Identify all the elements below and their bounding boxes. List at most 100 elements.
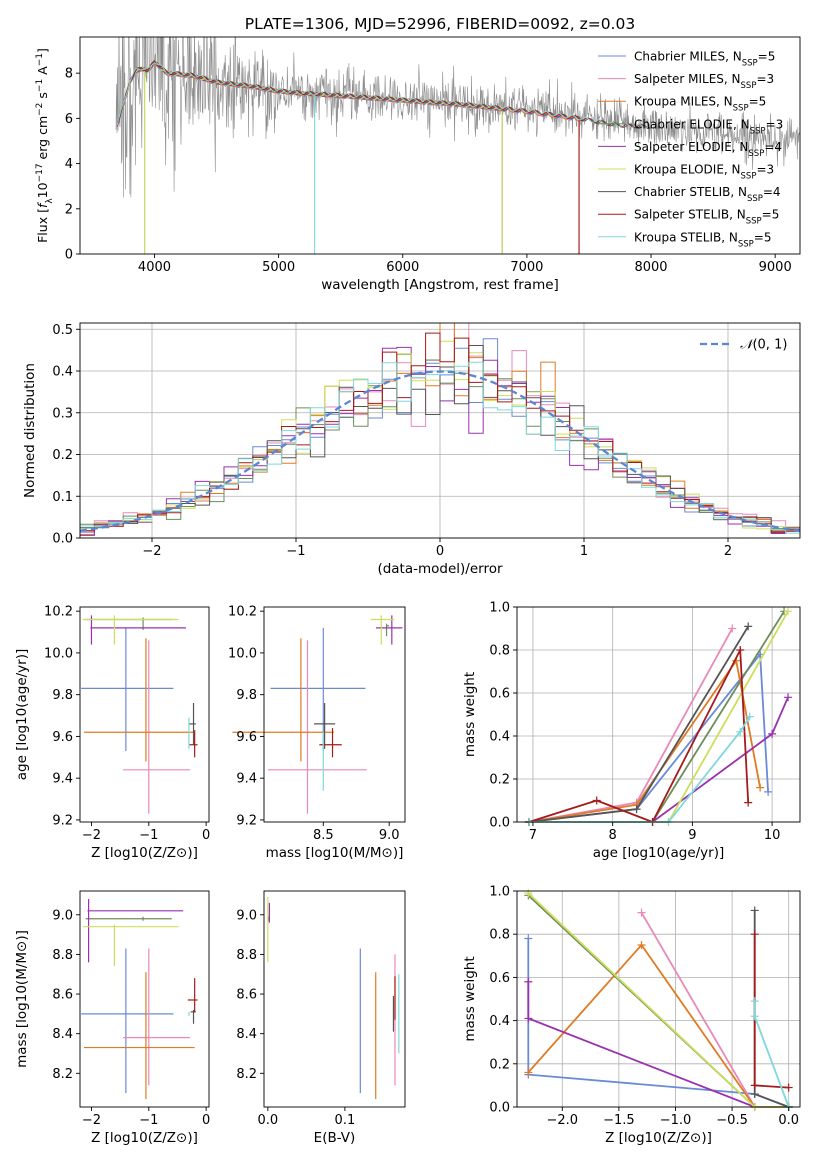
y-tick-label-1: 0.1 xyxy=(52,490,73,505)
y-tick-label-0: 8.2 xyxy=(236,1067,257,1082)
weight-marker-06-0 xyxy=(750,906,759,915)
y-tick-label-2: 9.6 xyxy=(236,730,257,745)
weight-marker-07-3 xyxy=(736,646,745,654)
y-tick-label-2: 9.6 xyxy=(52,730,73,745)
x-tick-label-3: 10 xyxy=(764,828,781,843)
weight-marker-00-3 xyxy=(764,787,773,796)
panel-age-vs-mass: 8.5 9.0 9.2 9.4 9.6 9.8 10.0 10.2 mass [log10(M/… xyxy=(228,605,406,861)
y-tick-label-1: 0.2 xyxy=(489,1057,510,1072)
x-tick-label-0: 0.0 xyxy=(258,1113,279,1128)
weight-marker-07-1 xyxy=(592,796,601,805)
y-tick-label-5: 10.2 xyxy=(228,605,257,620)
y-tick-label-0: 0.0 xyxy=(489,1101,510,1116)
x-tick-label-0: −2 xyxy=(82,1113,101,1128)
y-tick-label-1: 2 xyxy=(65,202,73,217)
x-tick-label-0: −2 xyxy=(82,828,101,843)
x-tick-label-1: 5000 xyxy=(262,260,295,275)
y-tick-label-3: 0.3 xyxy=(52,406,73,421)
legend-label-02: Kroupa MILES, NSSP=5 xyxy=(634,95,766,114)
x-tick-label-4: 0.0 xyxy=(778,1113,799,1128)
panel-mass-vs-EBV: 0.0 0.1 8.2 8.4 8.6 8.8 9.0 E(B-V) xyxy=(236,890,406,1146)
panel-mass-weight-vs-Z: −2.0 −1.5 −1.0 −0.5 0.0 0.0 0.2 0.4 0.6 0.8 1.0 Z [… xyxy=(462,885,801,1146)
legend-label-01: Salpeter MILES, NSSP=3 xyxy=(634,72,774,91)
y-axis-label: mass [log10(M/M⊙)] xyxy=(14,930,30,1068)
axes-frame xyxy=(516,890,801,1108)
y-tick-label-5: 1.0 xyxy=(489,885,510,900)
y-tick-label-3: 6 xyxy=(65,112,73,127)
y-tick-label-4: 10.0 xyxy=(228,646,257,661)
y-axis-label: age [log10(age/yr)] xyxy=(14,649,30,781)
x-tick-label-0: −2.0 xyxy=(546,1113,578,1128)
x-tick-label-2: 0 xyxy=(202,828,210,843)
x-tick-label-4: 2 xyxy=(724,544,732,559)
x-tick-label-1: −1.5 xyxy=(603,1113,635,1128)
y-tick-label-4: 0.8 xyxy=(489,928,510,943)
weight-line-04 xyxy=(529,696,789,823)
weight-marker-06-2 xyxy=(744,622,753,631)
y-tick-label-2: 8.6 xyxy=(236,988,257,1003)
figure-title: PLATE=1306, MJD=52996, FIBERID=0092, z=0… xyxy=(245,15,635,33)
weight-marker-05-2 xyxy=(784,607,793,616)
x-axis-label: age [log10(age/yr)] xyxy=(593,845,725,861)
y-tick-label-2: 0.4 xyxy=(489,730,510,745)
y-tick-label-1: 8.4 xyxy=(236,1027,257,1042)
axes-frame xyxy=(263,890,406,1108)
weight-marker-07-2 xyxy=(784,1083,793,1092)
x-tick-label-0: −2 xyxy=(142,544,161,559)
panel-age-vs-Z: −2 −1 0 9.2 9.4 9.6 9.8 10.0 10.2 Z [log10(Z/Z⊙)]… xyxy=(14,605,210,861)
y-tick-label-5: 0.5 xyxy=(52,323,73,338)
axes-frame xyxy=(79,606,210,823)
y-tick-label-3: 8.8 xyxy=(236,948,257,963)
x-axis-label: Z [log10(Z/Z⊙)] xyxy=(91,1130,198,1146)
x-tick-label-1: 0.1 xyxy=(335,1113,356,1128)
x-axis-label: Z [log10(Z/Z⊙)] xyxy=(605,1130,712,1146)
panel-mass-vs-Z: −2 −1 0 8.2 8.4 8.6 8.8 9.0 Z [log10(Z/Z⊙)] mass … xyxy=(14,890,210,1146)
y-tick-label-0: 9.2 xyxy=(236,813,257,828)
histogram-06 xyxy=(80,345,800,533)
y-tick-label-1: 0.2 xyxy=(489,773,510,788)
x-axis-label: (data-model)/error xyxy=(377,561,503,577)
y-axis-label: mass weight xyxy=(462,956,478,1041)
y-tick-label-5: 1.0 xyxy=(489,601,510,616)
x-tick-label-3: 1 xyxy=(580,544,588,559)
weight-marker-00-0 xyxy=(524,934,533,943)
weight-marker-04-2 xyxy=(768,729,777,738)
legend-label-normal: 𝒩(0, 1) xyxy=(740,338,787,353)
y-tick-label-4: 8 xyxy=(65,67,73,82)
x-axis-label: wavelength [Angstrom, rest frame] xyxy=(321,277,559,293)
y-tick-label-4: 9.0 xyxy=(52,908,73,923)
y-tick-label-4: 0.4 xyxy=(52,365,73,380)
model-line-07 xyxy=(116,61,651,129)
x-tick-label-1: 8 xyxy=(609,828,617,843)
y-tick-label-4: 10.0 xyxy=(44,646,73,661)
panel-residuals: −2 −1 0 1 2 0.0 0.1 0.2 0.3 0.4 0.5 (data-model)/er… xyxy=(22,322,801,577)
weight-marker-04-3 xyxy=(784,693,793,702)
y-axis-label: mass weight xyxy=(462,672,478,757)
y-tick-label-3: 9.8 xyxy=(52,688,73,703)
y-tick-label-0: 0.0 xyxy=(489,816,510,831)
y-tick-label-3: 0.6 xyxy=(489,971,510,986)
x-tick-label-1: 9.0 xyxy=(379,828,400,843)
x-tick-label-1: −1 xyxy=(139,828,158,843)
weight-marker-07-0 xyxy=(750,930,759,939)
weight-marker-02-1 xyxy=(637,941,646,949)
weight-line-01 xyxy=(640,912,789,1108)
y-tick-label-0: 9.2 xyxy=(52,813,73,828)
weight-marker-04-0 xyxy=(524,977,533,986)
y-tick-label-0: 0.0 xyxy=(52,532,73,547)
weight-marker-04-1 xyxy=(524,1014,533,1023)
x-tick-label-2: −1.0 xyxy=(660,1113,692,1128)
weight-line-02 xyxy=(527,943,789,1108)
weight-line-08 xyxy=(753,1001,790,1108)
histogram-07 xyxy=(80,332,800,533)
x-tick-label-1: −1 xyxy=(286,544,305,559)
histogram-08 xyxy=(80,361,800,534)
y-tick-label-5: 10.2 xyxy=(44,605,73,620)
weight-line-00 xyxy=(527,938,790,1108)
x-tick-label-5: 9000 xyxy=(759,260,792,275)
weight-marker-07-1 xyxy=(750,1081,759,1090)
legend-label-03: Chabrier ELODIE, NSSP=3 xyxy=(634,117,783,136)
y-tick-label-2: 4 xyxy=(65,157,73,172)
y-tick-label-3: 8.8 xyxy=(52,948,73,963)
y-tick-label-0: 8.2 xyxy=(52,1067,73,1082)
